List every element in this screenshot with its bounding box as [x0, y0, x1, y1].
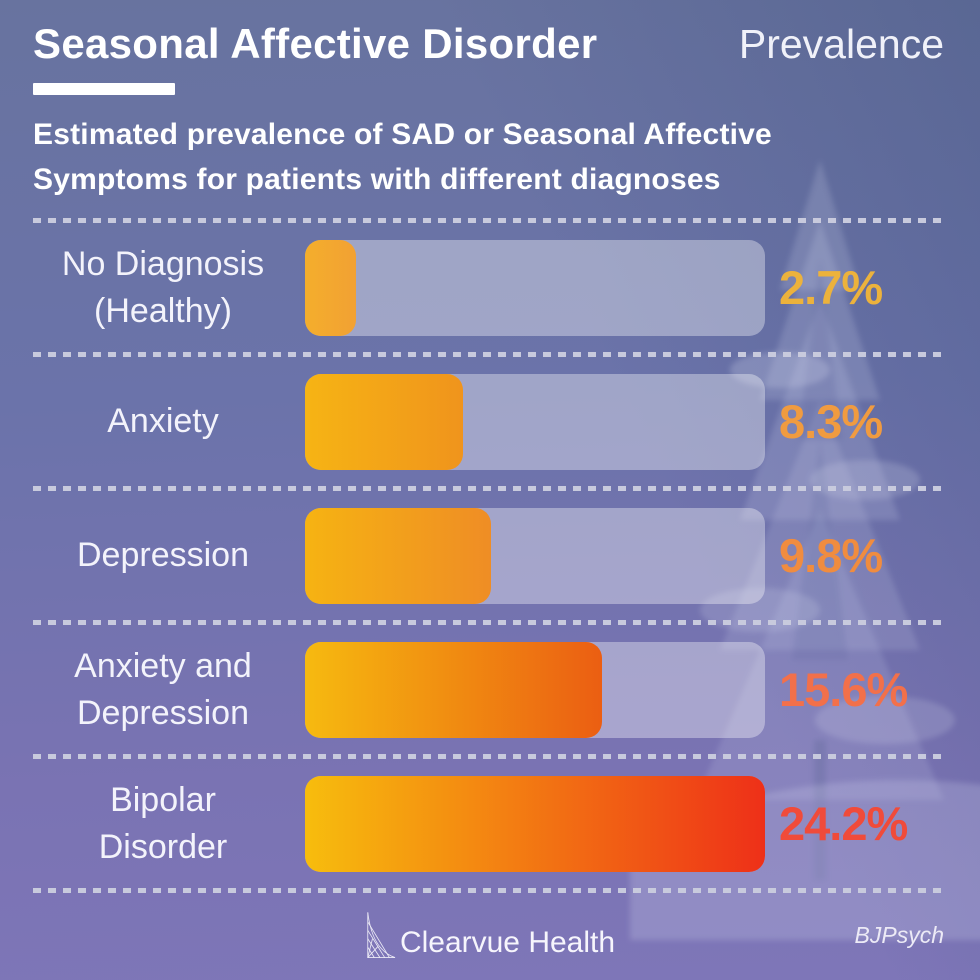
bar-value: 2.7%: [779, 261, 883, 314]
page-title: Seasonal Affective Disorder: [33, 20, 598, 67]
bar-track: [305, 775, 765, 872]
brand-name: Clearvue Health: [399, 926, 616, 959]
dashed-separator: [33, 620, 947, 625]
category-label: Anxiety: [107, 402, 219, 441]
header: Seasonal Affective Disorder Prevalence E…: [0, 0, 980, 202]
dashed-separator: [33, 888, 947, 893]
bar-track: [305, 507, 765, 604]
bar-track: [305, 373, 765, 470]
bar-fill: [305, 507, 492, 604]
clearvue-string-art-logo-icon: [367, 912, 396, 959]
dashed-separator: [33, 754, 947, 759]
category-label: Depression: [77, 536, 249, 575]
bar-chart: No Diagnosis (Healthy) 2.7% Anxiety 8.3%…: [0, 218, 980, 893]
chart-row-bipolar-disorder: Bipolar Disorder 24.2%: [0, 759, 980, 888]
bar-value: 24.2%: [779, 797, 908, 850]
bar-fill: [305, 239, 357, 336]
chart-row-anxiety-and-depression: Anxiety and Depression 15.6%: [0, 625, 980, 754]
category-label: No Diagnosis (Healthy): [61, 244, 265, 330]
chart-subtitle: Estimated prevalence of SAD or Seasonal …: [33, 118, 772, 196]
dashed-separator: [33, 352, 947, 357]
bar-fill: [305, 775, 765, 872]
source-citation: BJPsych: [854, 922, 944, 948]
bar-track: [305, 641, 765, 738]
bar-fill: [305, 373, 463, 470]
title-row: Seasonal Affective Disorder Prevalence: [33, 20, 944, 68]
title-underline: [33, 83, 175, 95]
dashed-separator: [33, 218, 947, 223]
footer: Clearvue Health BJPsych: [0, 894, 980, 980]
chart-row-anxiety: Anxiety 8.3%: [0, 357, 980, 486]
category-label: Bipolar Disorder: [98, 780, 228, 866]
bar-value: 9.8%: [779, 529, 883, 582]
chart-row-no-diagnosis: No Diagnosis (Healthy) 2.7%: [0, 223, 980, 352]
category-label: Anxiety and Depression: [74, 646, 252, 732]
bar-track: [305, 239, 765, 336]
dashed-separator: [33, 486, 947, 491]
page-title-suffix: Prevalence: [738, 21, 944, 67]
bar-value: 15.6%: [779, 663, 908, 716]
chart-row-depression: Depression 9.8%: [0, 491, 980, 620]
bar-fill: [305, 641, 602, 738]
brand: Clearvue Health: [365, 910, 615, 960]
bar-value: 8.3%: [779, 395, 883, 448]
